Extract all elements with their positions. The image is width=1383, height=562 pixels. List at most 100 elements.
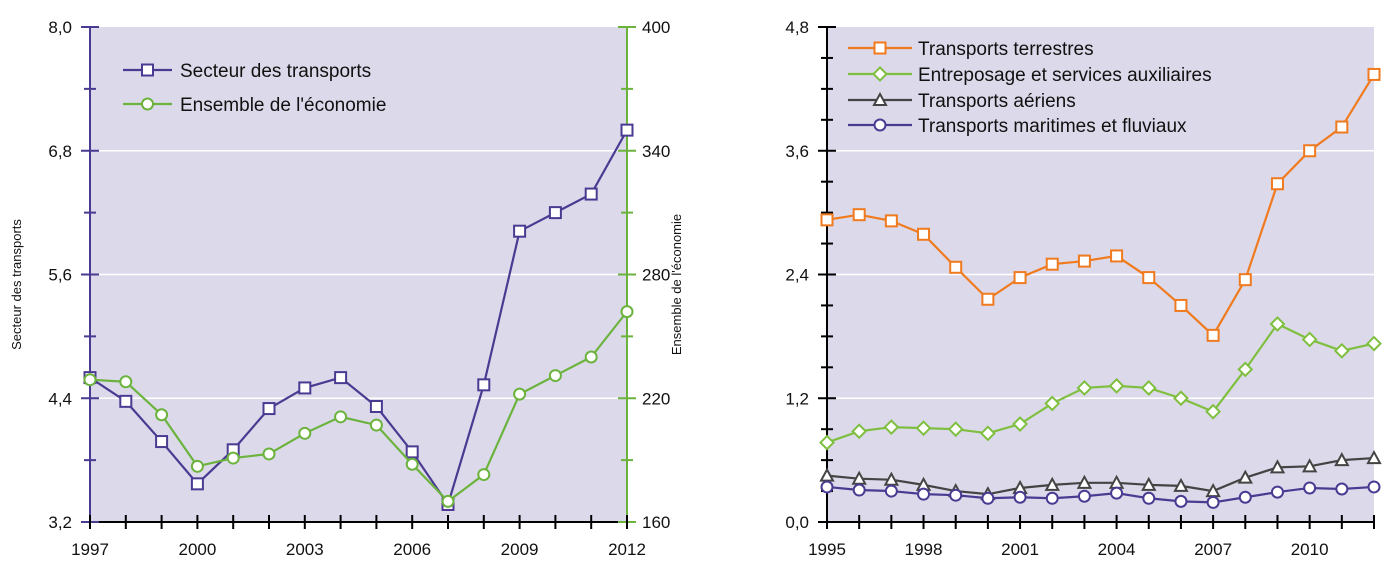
legend-label: Ensemble de l'économie xyxy=(180,95,386,116)
y-tick-label: 0,0 xyxy=(785,513,809,532)
legend-label: Transports aériens xyxy=(918,91,1076,112)
data-point xyxy=(1238,490,1252,504)
data-point xyxy=(1013,490,1027,504)
data-point xyxy=(548,369,562,383)
left-y-tick-label: 4,4 xyxy=(48,389,72,408)
data-point xyxy=(1045,257,1059,271)
data-point xyxy=(981,292,995,306)
right-y-tick-label: 160 xyxy=(642,513,670,532)
data-point xyxy=(119,394,133,408)
data-point xyxy=(1334,452,1350,467)
data-point xyxy=(1045,491,1059,505)
y-tick-label: 3,6 xyxy=(785,142,809,161)
data-point xyxy=(1335,120,1349,134)
data-point xyxy=(1110,486,1124,500)
y-tick-label: 4,8 xyxy=(785,18,809,37)
data-point xyxy=(917,227,931,241)
data-point xyxy=(851,423,868,440)
data-point xyxy=(883,419,900,436)
data-point xyxy=(190,459,204,473)
x-tick-label: 1998 xyxy=(905,540,943,559)
data-point xyxy=(262,447,276,461)
x-tick-label: 2004 xyxy=(1098,540,1136,559)
legend-label: Secteur des transports xyxy=(180,61,371,82)
data-point xyxy=(820,213,834,227)
data-point xyxy=(1237,361,1254,378)
legend-marker xyxy=(873,41,887,55)
data-point xyxy=(620,123,634,137)
data-point xyxy=(1173,477,1189,492)
x-tick-label: 2010 xyxy=(1291,540,1329,559)
data-point xyxy=(852,483,866,497)
data-point xyxy=(1173,390,1189,407)
x-tick-label: 2000 xyxy=(178,540,216,559)
legend-marker xyxy=(872,91,888,106)
legend-label: Transports terrestres xyxy=(918,39,1094,60)
data-point xyxy=(584,187,598,201)
data-point xyxy=(1142,491,1156,505)
data-point xyxy=(1367,480,1381,494)
data-point xyxy=(1367,67,1381,81)
chart-left-ratio: 3,2 4,4 5,6 6,8 8,0 160 220 280 340 400 1997 2000 20… xyxy=(9,18,684,559)
data-point xyxy=(298,426,312,440)
right-y-tick-label: 400 xyxy=(642,18,670,37)
data-point xyxy=(1044,476,1060,491)
data-point xyxy=(1174,494,1188,508)
data-point xyxy=(477,468,491,482)
legend-marker xyxy=(141,97,154,111)
data-point xyxy=(155,435,169,449)
data-point xyxy=(1108,377,1125,394)
data-point xyxy=(947,421,964,438)
data-point xyxy=(369,400,383,413)
data-point xyxy=(1206,495,1220,509)
data-point xyxy=(1269,459,1286,474)
series-line-3 xyxy=(826,456,1375,496)
data-point xyxy=(1077,254,1091,268)
x-tick-label: 2006 xyxy=(393,540,431,559)
data-point xyxy=(620,305,634,319)
data-point xyxy=(1206,328,1220,342)
data-point xyxy=(548,206,562,220)
data-point xyxy=(83,373,97,387)
data-point xyxy=(1174,298,1188,312)
x-tick-label: 2009 xyxy=(501,540,539,559)
data-point xyxy=(1076,474,1093,489)
data-point xyxy=(1269,316,1286,332)
x-tick-label: 1995 xyxy=(808,540,846,559)
data-point xyxy=(1077,489,1091,503)
data-point xyxy=(979,425,996,442)
left-y-tick-label: 5,6 xyxy=(48,266,72,285)
data-point xyxy=(119,375,133,389)
data-point xyxy=(1270,177,1284,191)
data-point xyxy=(155,408,169,422)
data-point xyxy=(1270,485,1284,499)
x-tick-label: 2012 xyxy=(608,540,646,559)
data-point xyxy=(981,491,995,505)
data-point xyxy=(190,477,204,491)
y-tick-label: 1,2 xyxy=(785,389,809,408)
data-point xyxy=(819,434,835,451)
data-point xyxy=(1044,395,1061,412)
data-point xyxy=(917,487,931,501)
x-tick-label: 2007 xyxy=(1194,540,1232,559)
data-point xyxy=(1301,331,1318,348)
data-point xyxy=(1012,416,1028,432)
data-point xyxy=(852,208,866,222)
data-point xyxy=(513,387,527,401)
x-tick-label: 1997 xyxy=(71,540,109,559)
data-point xyxy=(949,488,963,502)
right-y-axis-label: Ensemble de l'économie xyxy=(669,214,684,355)
data-point xyxy=(1303,144,1317,158)
legend-label: Transports maritimes et fluviaux xyxy=(918,116,1187,137)
data-point xyxy=(405,457,419,471)
right-y-tick-label: 220 xyxy=(642,389,670,408)
data-point xyxy=(949,260,963,274)
data-point xyxy=(1335,482,1349,496)
x-tick-label: 2001 xyxy=(1001,540,1039,559)
data-point xyxy=(513,224,527,238)
left-y-axis-label: Secteur des transports xyxy=(9,219,24,350)
data-point xyxy=(477,378,491,392)
data-point xyxy=(1237,469,1253,484)
legend-label: Entreposage et services auxiliaires xyxy=(918,65,1212,86)
